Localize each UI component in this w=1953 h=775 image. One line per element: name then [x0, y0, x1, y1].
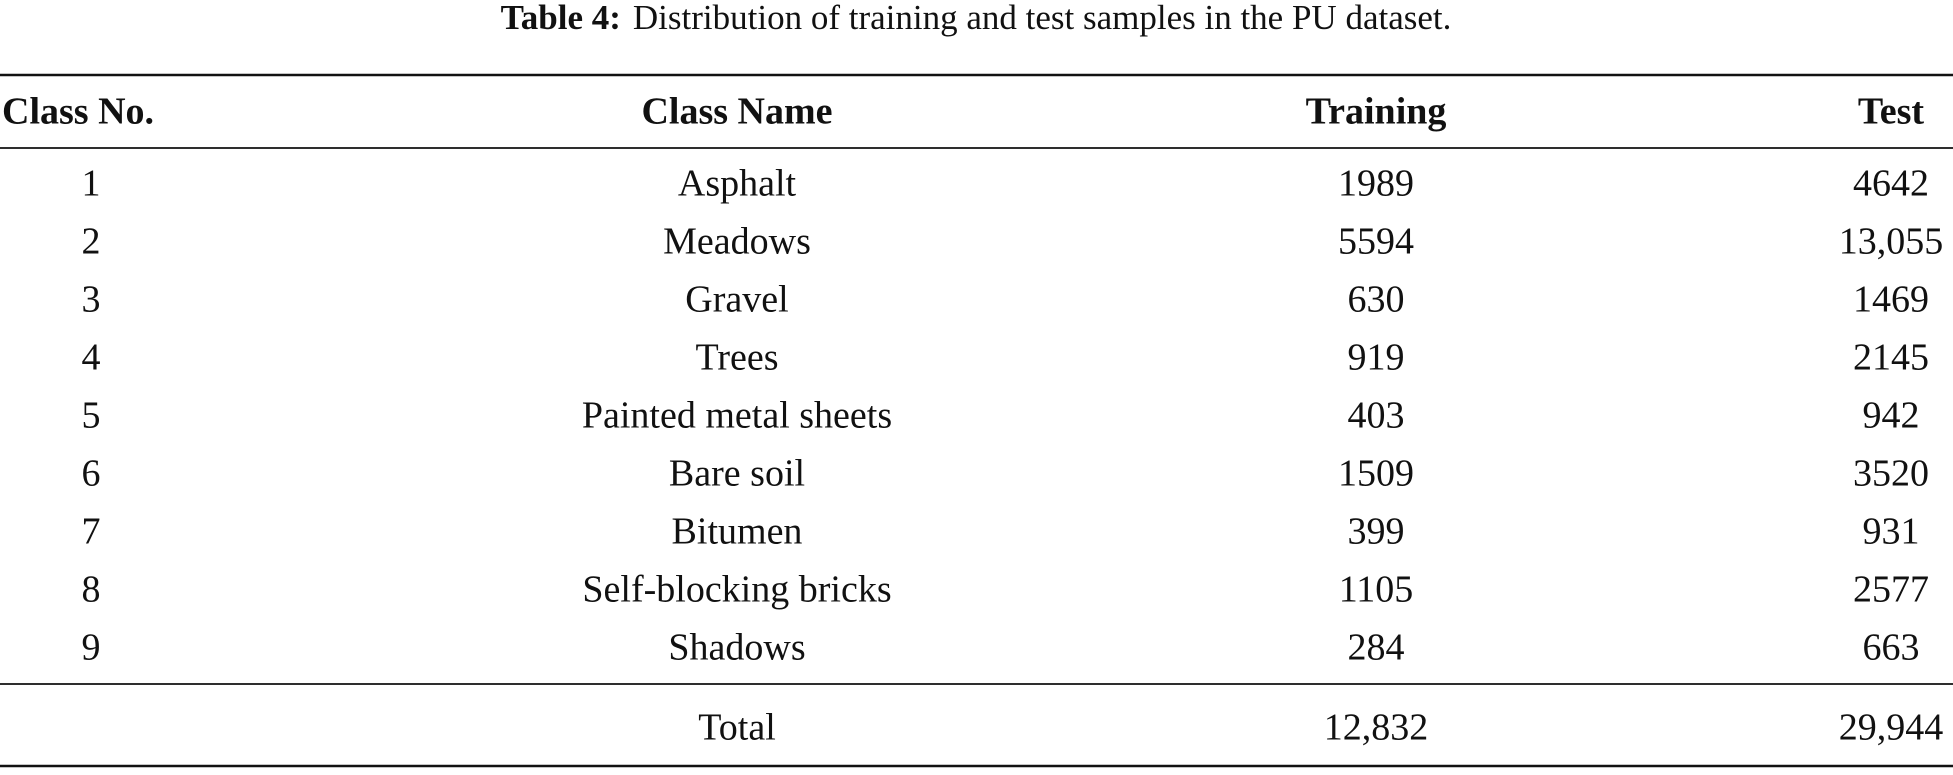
caption: Table 4: Distribution of training and tes…	[501, 0, 1452, 37]
header-cell: Class No.	[2, 91, 154, 133]
table-cell: 5	[82, 395, 101, 437]
table-cell: Asphalt	[678, 163, 797, 205]
table-cell: 4642	[1853, 163, 1929, 205]
table-cell: 1105	[1339, 569, 1414, 611]
table-cell: 2145	[1853, 337, 1929, 379]
table-cell: 919	[1348, 337, 1405, 379]
table-cell: Painted metal sheets	[582, 395, 892, 437]
table-cell: Bitumen	[672, 511, 803, 553]
table-cell: 663	[1863, 627, 1920, 669]
table-cell: 403	[1348, 395, 1405, 437]
table-cell: 6	[82, 453, 101, 495]
header-cell: Class Name	[641, 91, 832, 133]
table-cell: 630	[1348, 279, 1405, 321]
table-cell: 1509	[1338, 453, 1414, 495]
table-cell: 7	[82, 511, 101, 553]
table-cell: 2	[82, 221, 101, 263]
table-cell: 284	[1348, 627, 1405, 669]
table-cell: Meadows	[663, 221, 811, 263]
total-label: Total	[698, 707, 776, 749]
table-cell: 13,055	[1839, 221, 1944, 263]
table-cell: 1	[82, 163, 101, 205]
table-cell: Trees	[695, 337, 778, 379]
table-cell: Bare soil	[669, 453, 805, 495]
table-cell: 399	[1348, 511, 1405, 553]
table-cell: 1989	[1338, 163, 1414, 205]
table-cell: 5594	[1338, 221, 1414, 263]
table-cell: 9	[82, 627, 101, 669]
total-test: 29,944	[1839, 707, 1944, 749]
table-cell: Shadows	[668, 627, 805, 669]
table-cell: 1469	[1853, 279, 1929, 321]
table-cell: 3520	[1853, 453, 1929, 495]
table-cell: 942	[1863, 395, 1920, 437]
table-cell: Self-blocking bricks	[582, 569, 891, 611]
total-training: 12,832	[1324, 707, 1429, 749]
table-cell: 2577	[1853, 569, 1929, 611]
caption-text: Distribution of training and test sample…	[633, 0, 1451, 37]
table-cell: 8	[82, 569, 101, 611]
table-cell: 931	[1863, 511, 1920, 553]
table-cell: Gravel	[685, 279, 788, 321]
header-cell: Training	[1306, 91, 1447, 133]
table-cell: 4	[82, 337, 101, 379]
caption-label: Table 4:	[501, 0, 621, 37]
header-cell: Test	[1858, 91, 1925, 133]
table-cell: 3	[82, 279, 101, 321]
